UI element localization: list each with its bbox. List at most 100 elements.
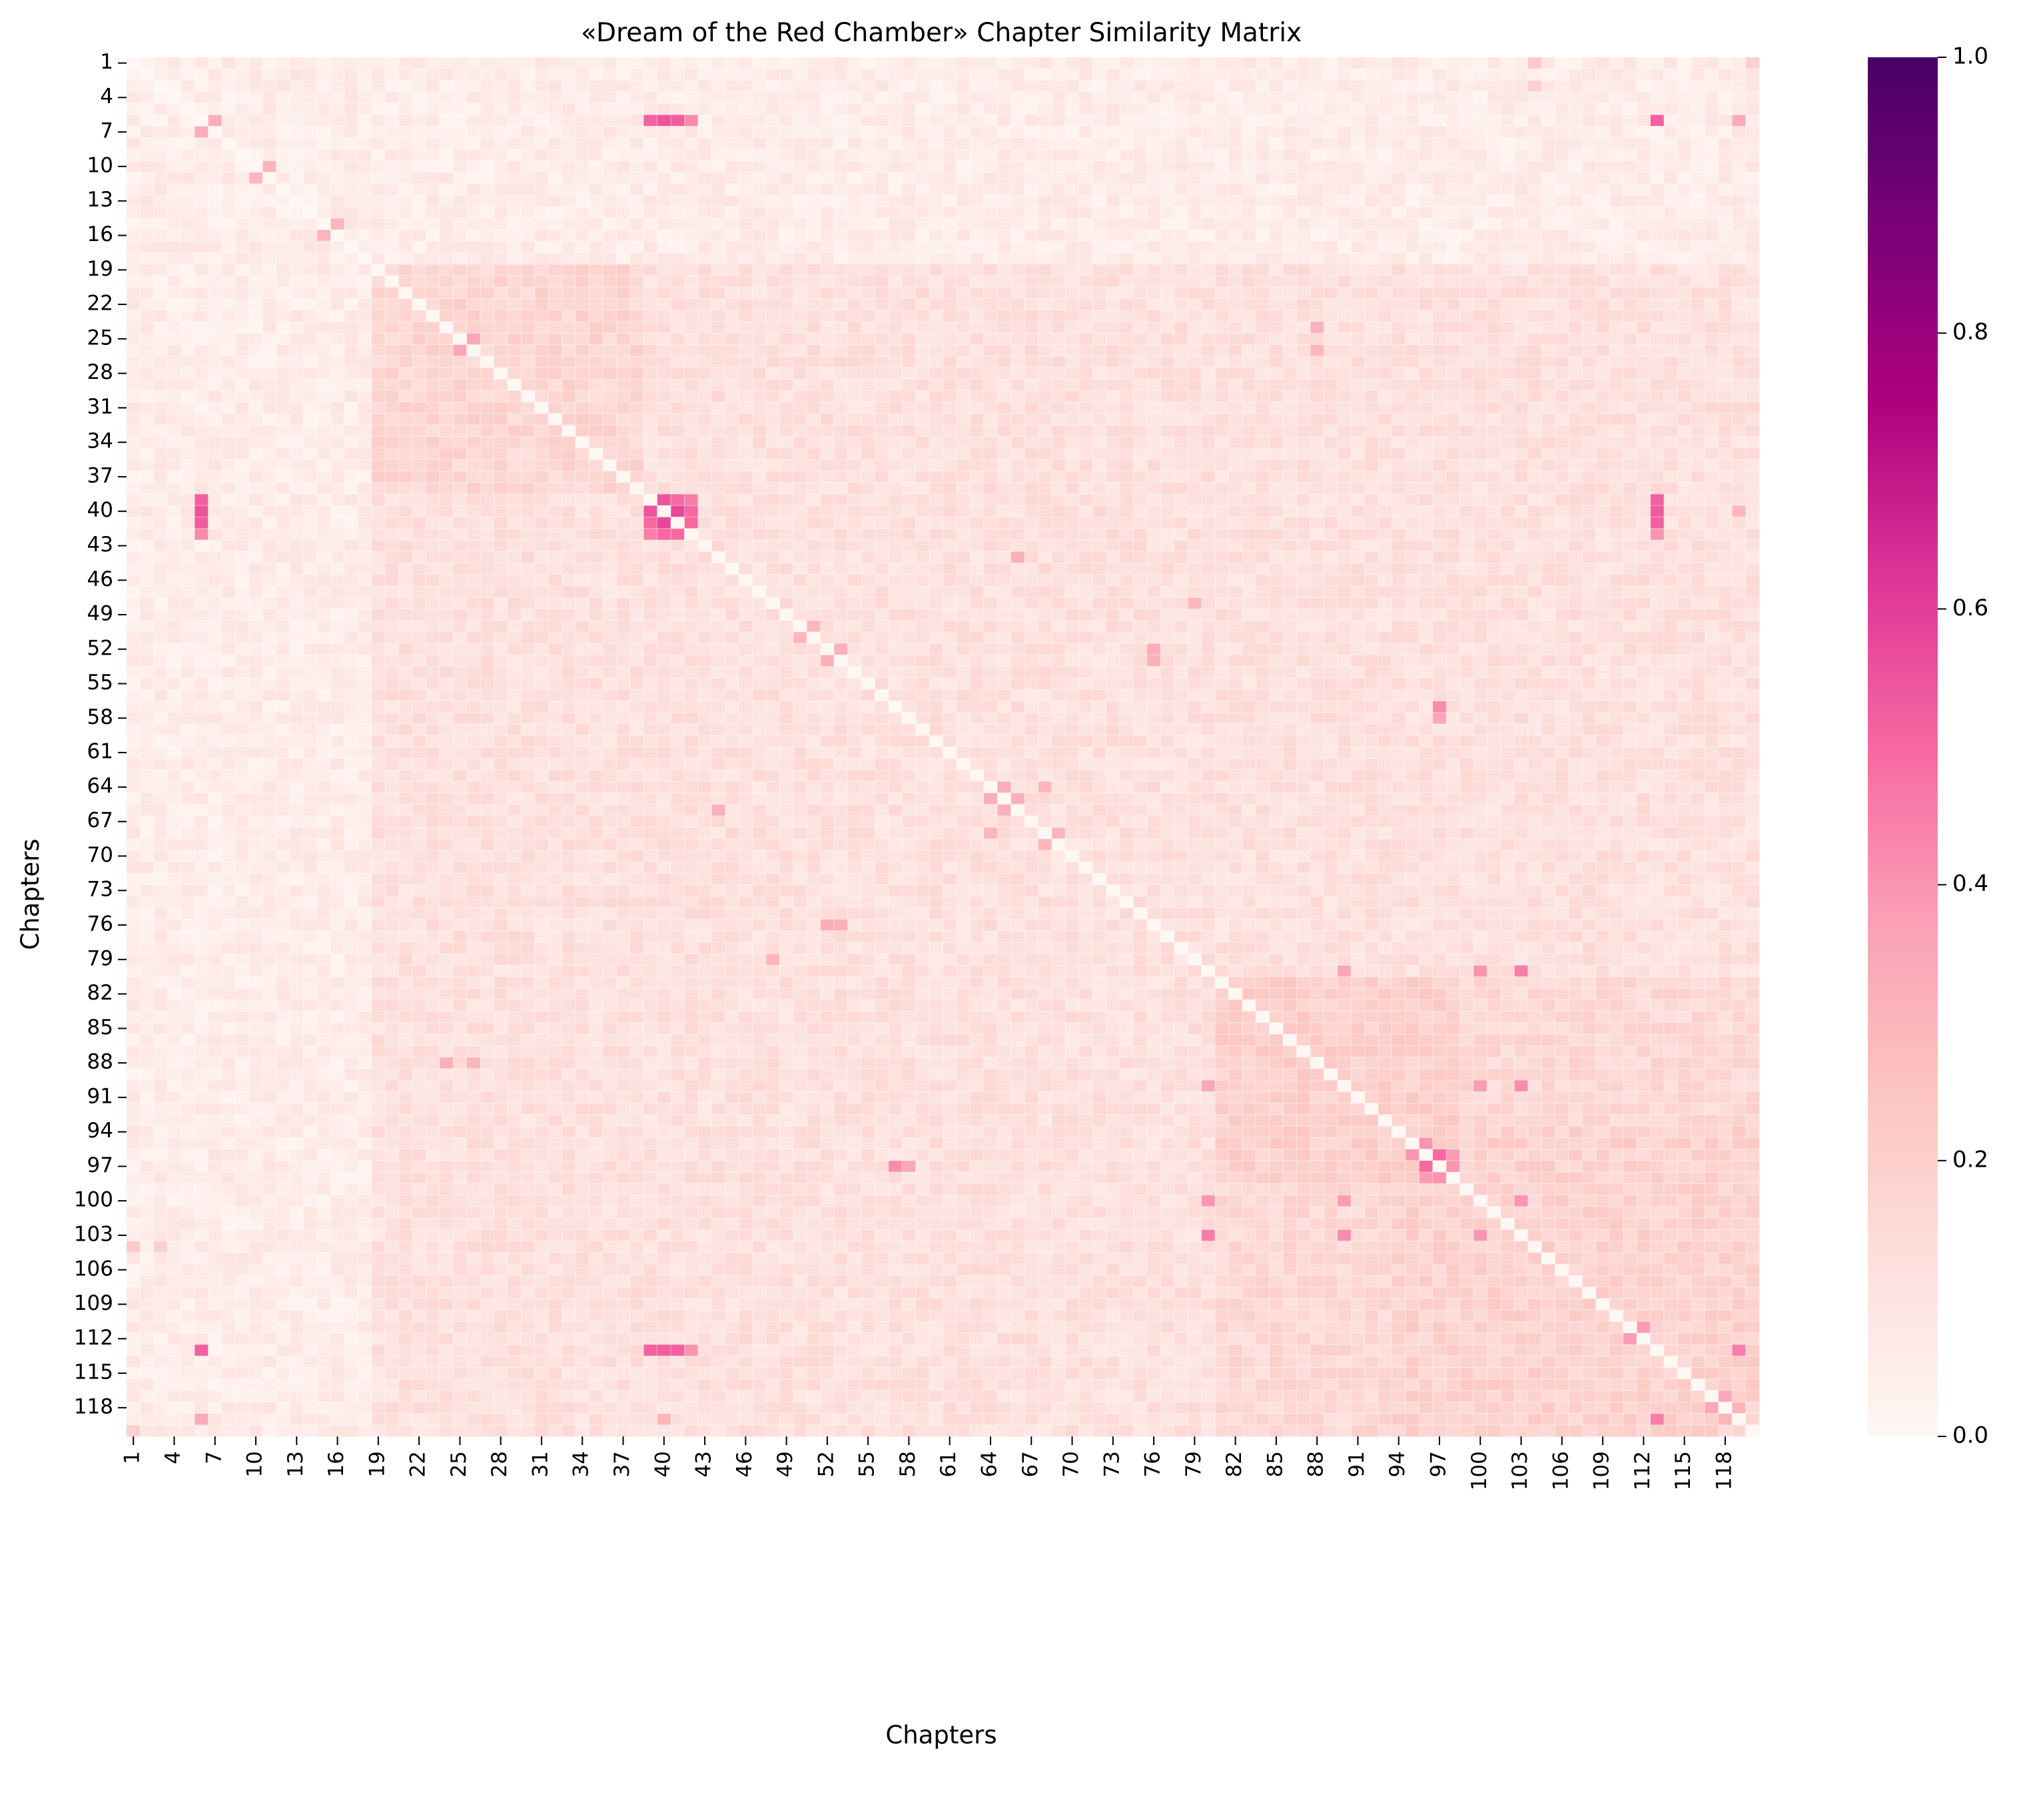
- heatmap-cell: [1419, 414, 1433, 426]
- heatmap-cell: [494, 344, 508, 357]
- heatmap-cell: [235, 344, 250, 357]
- heatmap-cell: [725, 115, 739, 127]
- heatmap-cell: [1378, 482, 1392, 495]
- heatmap-cell: [697, 264, 712, 276]
- heatmap-cell: [684, 160, 699, 172]
- heatmap-cell: [765, 459, 780, 471]
- heatmap-cell: [1392, 436, 1406, 449]
- heatmap-cell: [1160, 436, 1175, 449]
- heatmap-cell: [834, 471, 848, 483]
- heatmap-cell: [1256, 218, 1270, 230]
- heatmap-cell: [1392, 91, 1406, 104]
- heatmap-cell: [290, 241, 304, 253]
- heatmap-cell: [1732, 275, 1746, 288]
- heatmap-cell: [453, 390, 468, 403]
- heatmap-cell: [1555, 80, 1569, 93]
- heatmap-cell: [697, 172, 712, 184]
- heatmap-cell: [1609, 57, 1624, 69]
- heatmap-cell: [657, 206, 671, 219]
- heatmap-cell: [371, 160, 386, 172]
- heatmap-cell: [1664, 160, 1678, 172]
- heatmap-cell: [1582, 482, 1597, 495]
- heatmap-cell: [711, 149, 726, 161]
- heatmap-cell: [861, 356, 875, 368]
- heatmap-cell: [1024, 298, 1038, 311]
- heatmap-cell: [371, 390, 386, 403]
- heatmap-cell: [1215, 402, 1229, 414]
- heatmap-cell: [1555, 206, 1569, 219]
- heatmap-cell: [1691, 218, 1705, 230]
- heatmap-cell: [398, 206, 413, 219]
- heatmap-cell: [276, 390, 290, 403]
- heatmap-cell: [671, 414, 685, 426]
- heatmap-cell: [534, 115, 549, 127]
- heatmap-cell: [1120, 517, 1134, 529]
- heatmap-cell: [1364, 69, 1379, 81]
- heatmap-cell: [1065, 275, 1080, 288]
- heatmap-cell: [1146, 471, 1161, 483]
- heatmap-cell: [1310, 206, 1324, 219]
- heatmap-cell: [1432, 390, 1447, 403]
- heatmap-cell: [629, 80, 644, 93]
- heatmap-cell: [616, 91, 631, 104]
- heatmap-cell: [752, 149, 767, 161]
- heatmap-cell: [385, 115, 399, 127]
- heatmap-cell: [548, 137, 562, 150]
- heatmap-cell: [834, 402, 848, 414]
- heatmap-cell: [1133, 103, 1148, 115]
- heatmap-cell: [1609, 356, 1624, 368]
- heatmap-cell: [983, 218, 998, 230]
- heatmap-cell: [697, 252, 712, 265]
- heatmap-cell: [1038, 459, 1052, 471]
- heatmap-cell: [235, 69, 250, 81]
- heatmap-cell: [1745, 264, 1760, 276]
- heatmap-cell: [398, 448, 413, 460]
- heatmap-cell: [684, 218, 699, 230]
- heatmap-cell: [1609, 298, 1624, 311]
- heatmap-cell: [1215, 218, 1229, 230]
- heatmap-cell: [807, 379, 821, 391]
- heatmap-cell: [1582, 379, 1597, 391]
- heatmap-cell: [629, 448, 644, 460]
- heatmap-cell: [548, 402, 562, 414]
- heatmap-cell: [1146, 425, 1161, 437]
- heatmap-cell: [616, 321, 631, 334]
- heatmap-cell: [494, 80, 508, 93]
- heatmap-cell: [1623, 436, 1637, 449]
- heatmap-cell: [316, 103, 331, 115]
- heatmap-cell: [1473, 252, 1487, 265]
- heatmap-cell: [1051, 459, 1066, 471]
- heatmap-cell: [1541, 218, 1556, 230]
- heatmap-cell: [1038, 229, 1052, 242]
- heatmap-cell: [1595, 69, 1610, 81]
- heatmap-cell: [153, 425, 168, 437]
- heatmap-cell: [725, 482, 739, 495]
- heatmap-cell: [1392, 275, 1406, 288]
- heatmap-cell: [629, 195, 644, 207]
- heatmap-cell: [1146, 137, 1161, 150]
- heatmap-cell: [1092, 448, 1106, 460]
- heatmap-cell: [725, 367, 739, 380]
- heatmap-cell: [1392, 298, 1406, 311]
- heatmap-cell: [412, 137, 426, 150]
- heatmap-cell: [426, 206, 440, 219]
- heatmap-cell: [1078, 402, 1093, 414]
- heatmap-cell: [629, 298, 644, 311]
- heatmap-cell: [875, 482, 889, 495]
- heatmap-cell: [1569, 218, 1583, 230]
- heatmap-cell: [602, 344, 617, 357]
- heatmap-cell: [1106, 275, 1120, 288]
- heatmap-cell: [875, 137, 889, 150]
- heatmap-cell: [1146, 80, 1161, 93]
- heatmap-cell: [697, 218, 712, 230]
- heatmap-cell: [412, 183, 426, 196]
- heatmap-cell: [439, 448, 454, 460]
- heatmap-cell: [316, 333, 331, 345]
- heatmap-cell: [861, 505, 875, 517]
- heatmap-cell: [358, 241, 372, 253]
- heatmap-cell: [1120, 160, 1134, 172]
- heatmap-cell: [1133, 57, 1148, 69]
- heatmap-cell: [1146, 126, 1161, 139]
- heatmap-cell: [439, 493, 454, 506]
- heatmap-cell: [1527, 115, 1542, 127]
